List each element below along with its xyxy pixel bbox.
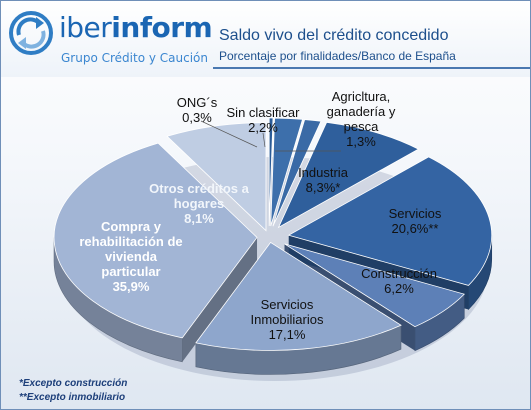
slice-label-0-line-1: 0,3% (182, 110, 212, 125)
chart-title: Saldo vivo del crédito concedido (219, 27, 449, 44)
slice-label-8: Otros créditos a hogares 8,1% (149, 181, 249, 226)
slice-label-2-line-0: Agricltura, (332, 89, 391, 104)
pie-slice-8 (166, 122, 267, 232)
slice-label-6-line-0: Servicios (261, 297, 314, 312)
pie-slice-4 (287, 156, 493, 286)
pie-top-layer (53, 117, 493, 351)
iberinform-logo-icon (9, 11, 53, 55)
slice-label-7-line-1: rehabilitación de (79, 234, 182, 249)
slice-label-2-line-1: ganadería y (327, 104, 396, 119)
slice-label-2-line-2: pesca (344, 119, 379, 134)
header-rule (213, 67, 530, 69)
slice-label-2: Agricltura, ganadería y pesca 1,3% (327, 89, 396, 149)
brand-name: iberinform (59, 11, 213, 44)
footnote-construccion: *Excepto construcción (19, 378, 128, 389)
slice-label-6: Servicios Inmobiliarios 17,1% (251, 297, 324, 342)
leader-line-1 (262, 132, 266, 148)
header: iberinform Grupo Crédito y Caución Saldo… (1, 1, 530, 77)
slice-label-7-line-3: particular (101, 264, 160, 279)
footnote-inmobiliario: **Excepto inmobiliario (19, 392, 126, 403)
slice-label-0-line-0: ONG´s (177, 95, 218, 110)
pie-slice-wall-7-0 (182, 237, 258, 362)
pie-slice-3 (277, 121, 420, 229)
pie-slice-5 (284, 243, 466, 328)
pie-slice-2 (272, 119, 322, 227)
slice-label-2-line-3: 1,3% (346, 134, 376, 149)
pie-slice-6 (195, 241, 402, 351)
slice-label-7-line-2: vivienda (105, 249, 158, 264)
pie-label-layer: ONG´s 0,3% Sin clasificar 2,2% Agricltura, ga… (79, 89, 442, 342)
slice-label-5: Construcción 6,2% (361, 266, 437, 296)
leader-line-0 (200, 120, 258, 148)
slice-label-8-line-0: Otros créditos a (149, 181, 249, 196)
slice-label-1-line-1: 2,2% (248, 120, 278, 135)
pie-slice-1 (270, 117, 304, 227)
slice-label-1: Sin clasificar 2,2% (227, 105, 301, 135)
slice-label-8-line-2: 8,1% (184, 211, 214, 226)
slice-label-7-line-4: 35,9% (113, 279, 150, 294)
slice-label-4: Servicios 20,6%** (389, 206, 442, 236)
brand-tagline: Grupo Crédito y Caución (61, 51, 208, 65)
slice-label-6-line-1: Inmobiliarios (251, 312, 324, 327)
slice-label-5-line-0: Construcción (361, 266, 437, 281)
chart-subtitle: Porcentaje por finalidades/Banco de Espa… (219, 49, 456, 63)
slice-label-7-line-0: Compra y (101, 219, 162, 234)
slice-label-8-line-1: hogares (174, 196, 225, 211)
slice-label-3: Industria 8,3%* (298, 165, 349, 195)
slice-label-7: Compra y rehabilitación de vivienda particu… (79, 219, 182, 294)
slice-label-5-line-1: 6,2% (384, 281, 414, 296)
slice-label-3-line-1: 8,3%* (306, 180, 341, 195)
slice-label-3-line-0: Industria (298, 165, 349, 180)
slice-label-6-line-2: 17,1% (269, 327, 306, 342)
slice-label-1-line-0: Sin clasificar (227, 105, 301, 120)
slice-label-0: ONG´s 0,3% (177, 95, 218, 125)
pie-slice-0 (268, 117, 274, 227)
pie-slice-7 (53, 142, 258, 339)
slice-label-4-line-1: 20,6%** (392, 221, 439, 236)
slice-label-4-line-0: Servicios (389, 206, 442, 221)
